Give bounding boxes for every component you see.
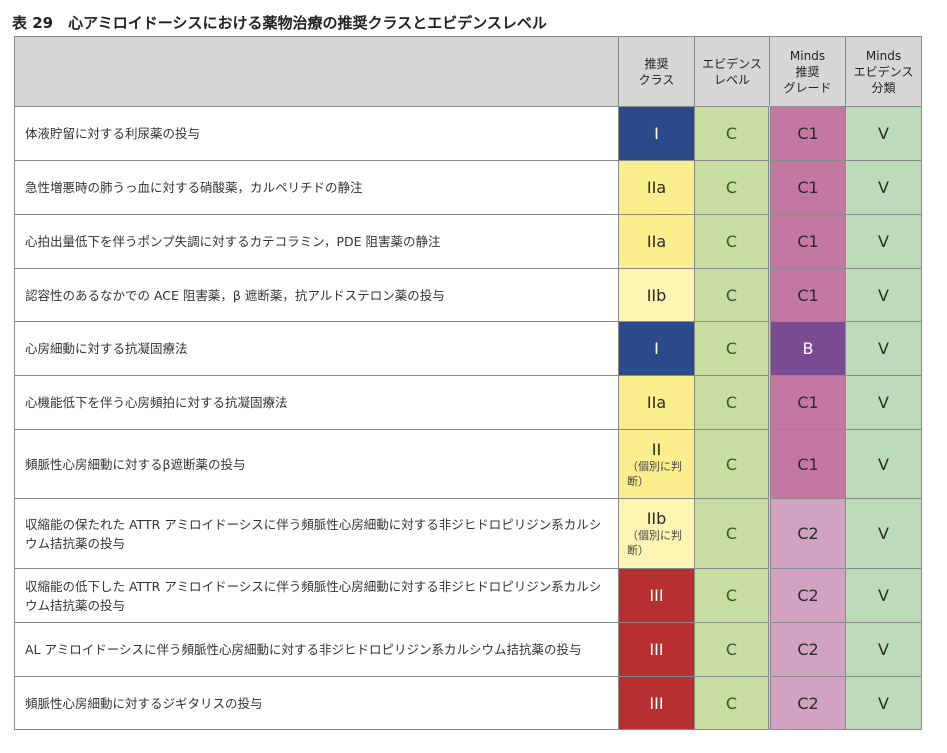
minds-grade: B [768,321,846,376]
evidence-level: C [694,375,770,430]
treatment-item: 認容性のあるなかでの ACE 阻害薬，β 遮断薬，抗アルドステロン薬の投与 [14,268,619,322]
class-value: IIb [646,509,667,528]
class-note: （個別に判断） [627,459,682,488]
header-row: 推奨 クラス エビデンス レベル Minds 推奨 グレード Minds エビデ… [14,36,922,107]
minds-evidence-class: V [845,498,922,569]
evidence-level: C [694,498,770,569]
class-value: III [649,586,664,605]
recommendation-class: IIb [618,268,695,322]
table-row: 収縮能の保たれた ATTR アミロイドーシスに伴う頻脈性心房細動に対する非ジヒド… [14,498,922,569]
recommendation-class: IIb （個別に判断） [618,498,695,569]
evidence-level: C [694,268,770,322]
header-class: 推奨 クラス [618,36,695,107]
recommendation-class: IIa [618,375,695,430]
minds-grade: C1 [768,160,846,215]
recommendation-class: IIa [618,214,695,269]
table-title: 表 29 心アミロイドーシスにおける薬物治療の推奨クラスとエビデンスレベル [12,14,547,32]
evidence-level: C [694,214,770,269]
class-value: IIb [646,285,667,305]
treatment-item: 収縮能の低下した ATTR アミロイドーシスに伴う頻脈性心房細動に対する非ジヒド… [14,568,619,623]
table-row: 心機能低下を伴う心房頻拍に対する抗凝固療法 IIa C C1 V [14,375,922,430]
minds-grade: C1 [768,268,846,322]
table-row: 心拍出量低下を伴うポンプ失調に対するカテコラミン，PDE 阻害薬の静注 IIa C C… [14,214,922,269]
minds-grade: C2 [768,622,846,677]
minds-grade: C1 [768,106,846,161]
recommendation-class: II （個別に判断） [618,429,695,499]
treatment-item: 急性増悪時の肺うっ血に対する硝酸薬，カルペリチドの静注 [14,160,619,215]
header-item [14,36,619,107]
header-evidence: エビデンス レベル [694,36,770,107]
table-row: 認容性のあるなかでの ACE 阻害薬，β 遮断薬，抗アルドステロン薬の投与 IIb… [14,268,922,322]
minds-evidence-class: V [845,321,922,376]
recommendation-class: IIa [618,160,695,215]
table-row: 頻脈性心房細動に対するβ遮断薬の投与 II （個別に判断） C C1 V [14,429,922,499]
minds-evidence-class: V [845,622,922,677]
treatment-item: 体液貯留に対する利尿薬の投与 [14,106,619,161]
recommendation-class: I [618,321,695,376]
minds-grade: C2 [768,568,846,623]
evidence-level: C [694,568,770,623]
minds-grade: C1 [768,214,846,269]
treatment-item: AL アミロイドーシスに伴う頻脈性心房細動に対する非ジヒドロピリジン系カルシウム… [14,622,619,677]
recommendation-class: III [618,622,695,677]
class-value: IIa [646,232,667,251]
minds-evidence-class: V [845,429,922,499]
class-value: III [649,640,664,659]
evidence-level: C [694,321,770,376]
class-value: I [654,339,659,358]
evidence-level: C [694,676,770,730]
class-note: （個別に判断） [627,529,682,557]
treatment-item: 頻脈性心房細動に対するジギタリスの投与 [14,676,619,730]
recommendation-table: 推奨 クラス エビデンス レベル Minds 推奨 グレード Minds エビデ… [14,36,922,730]
class-value: IIa [646,393,667,412]
class-value: I [654,124,659,143]
class-value: III [649,693,664,713]
minds-grade: C1 [768,375,846,430]
minds-grade: C2 [768,676,846,730]
recommendation-class: III [618,676,695,730]
minds-grade: C2 [768,498,846,569]
minds-evidence-class: V [845,160,922,215]
table-row: AL アミロイドーシスに伴う頻脈性心房細動に対する非ジヒドロピリジン系カルシウム… [14,622,922,677]
header-minds-class: Minds エビデンス 分類 [845,36,922,107]
minds-evidence-class: V [845,268,922,322]
class-value: IIa [646,178,667,197]
table-row: 心房細動に対する抗凝固療法 I C B V [14,321,922,376]
treatment-item: 頻脈性心房細動に対するβ遮断薬の投与 [14,429,619,499]
evidence-level: C [694,622,770,677]
evidence-level: C [694,429,770,499]
evidence-level: C [694,106,770,161]
treatment-item: 心機能低下を伴う心房頻拍に対する抗凝固療法 [14,375,619,430]
minds-evidence-class: V [845,568,922,623]
recommendation-class: III [618,568,695,623]
minds-evidence-class: V [845,676,922,730]
recommendation-class: I [618,106,695,161]
treatment-item: 収縮能の保たれた ATTR アミロイドーシスに伴う頻脈性心房細動に対する非ジヒド… [14,498,619,569]
table-row: 頻脈性心房細動に対するジギタリスの投与 III C C2 V [14,676,922,730]
class-value: II [651,439,662,459]
table-row: 急性増悪時の肺うっ血に対する硝酸薬，カルペリチドの静注 IIa C C1 V [14,160,922,215]
minds-evidence-class: V [845,214,922,269]
treatment-item: 心拍出量低下を伴うポンプ失調に対するカテコラミン，PDE 阻害薬の静注 [14,214,619,269]
header-minds-grade: Minds 推奨 グレード [769,36,846,107]
table-row: 体液貯留に対する利尿薬の投与 I C C1 V [14,106,922,161]
table-row: 収縮能の低下した ATTR アミロイドーシスに伴う頻脈性心房細動に対する非ジヒド… [14,568,922,623]
minds-evidence-class: V [845,106,922,161]
minds-grade: C1 [768,429,846,499]
minds-evidence-class: V [845,375,922,430]
treatment-item: 心房細動に対する抗凝固療法 [14,321,619,376]
evidence-level: C [694,160,770,215]
